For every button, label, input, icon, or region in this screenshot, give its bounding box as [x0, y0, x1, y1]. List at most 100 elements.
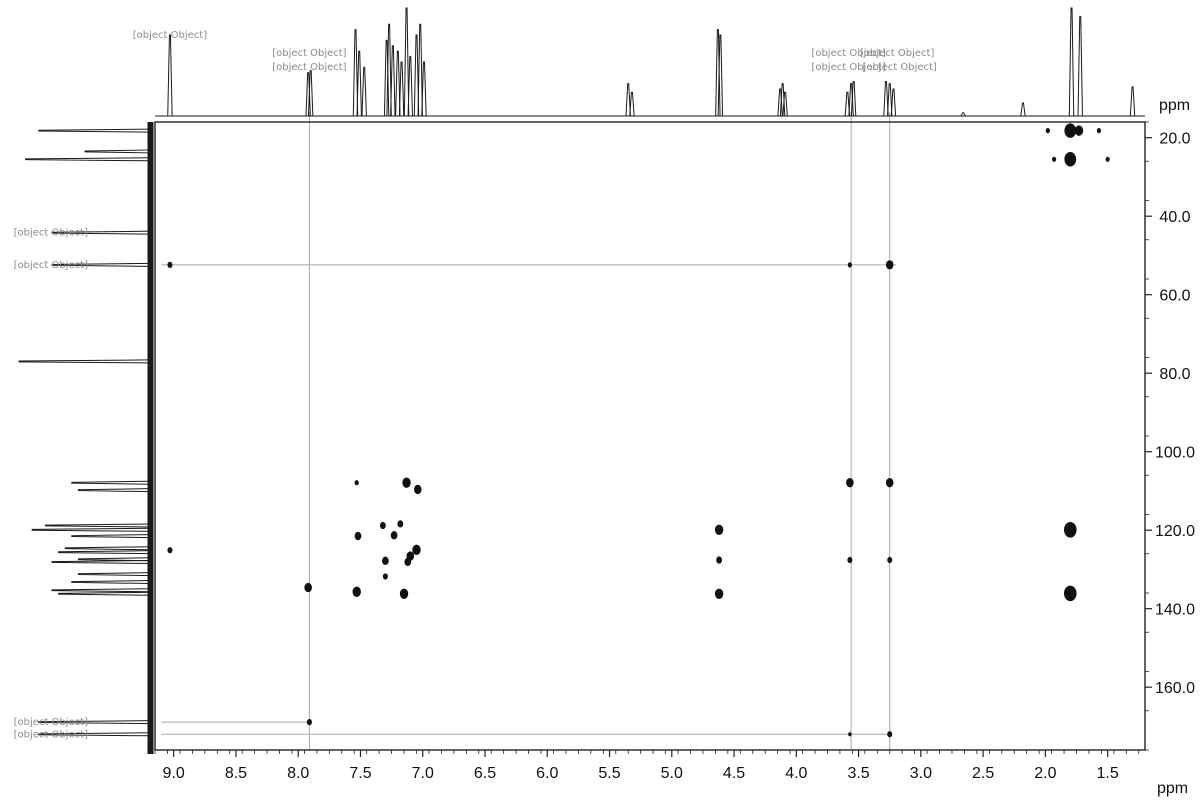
cross-peak	[885, 478, 894, 488]
cross-peaks	[167, 123, 1110, 738]
proton-peak	[421, 61, 427, 117]
cross-peak	[304, 582, 312, 593]
cross-peak	[1096, 128, 1102, 134]
cross-peak	[847, 556, 853, 564]
cross-peak	[1105, 156, 1110, 162]
y-tick-label: 40.0	[1159, 209, 1190, 226]
proton-annotation: [object Object]	[272, 62, 346, 73]
x-tick-label: 7.0	[412, 765, 434, 782]
cross-peak	[1063, 585, 1077, 602]
cross-peak	[390, 531, 398, 540]
x-tick-label: 4.5	[723, 765, 745, 782]
y-tick-label: 20.0	[1159, 131, 1190, 148]
x-tick-label: 6.0	[536, 765, 558, 782]
proton-annotation: [object Object]	[811, 62, 885, 73]
x-tick-label: 5.5	[598, 765, 620, 782]
carbon-peak	[77, 557, 152, 562]
proton-peak	[960, 112, 966, 117]
plot-frame	[154, 121, 1146, 751]
cross-peak	[354, 531, 362, 541]
carbon-peak	[31, 527, 152, 532]
cross-peak	[397, 520, 404, 528]
proton-peak	[390, 45, 396, 117]
cross-peak	[382, 573, 388, 580]
carbon-annotation: [object Object]	[14, 260, 88, 271]
x-tick-label: 2.5	[972, 765, 994, 782]
carbon-peak	[38, 720, 152, 725]
cross-peak	[848, 732, 852, 737]
x-tick-label: 2.0	[1034, 765, 1056, 782]
proton-peak	[361, 66, 367, 117]
carbon-peak	[38, 128, 152, 133]
cross-peak	[354, 480, 359, 486]
cross-peak	[887, 556, 893, 564]
y-tick-label: 100.0	[1155, 445, 1195, 462]
cross-peak	[402, 477, 411, 488]
carbon-peak	[71, 480, 152, 485]
proton-peak	[386, 23, 392, 117]
cross-peak	[887, 731, 893, 738]
carbon-peak	[84, 149, 152, 154]
x-axis-unit: ppm	[1157, 780, 1188, 797]
cross-peak	[352, 586, 361, 598]
proton-peak	[403, 7, 410, 117]
cross-peak	[1064, 152, 1077, 167]
carbon-peak	[58, 591, 152, 596]
proton-peak	[1129, 86, 1136, 117]
y-axis-unit: ppm	[1159, 97, 1190, 114]
proton-peak	[352, 29, 359, 117]
x-tick-label: 3.0	[910, 765, 932, 782]
cross-peak	[847, 262, 852, 268]
proton-peak	[398, 61, 405, 117]
proton-peak	[413, 34, 420, 117]
carbon-peak	[51, 262, 152, 267]
y-tick-label: 140.0	[1155, 602, 1195, 619]
carbon-peak	[38, 732, 152, 737]
cross-peak	[379, 521, 386, 530]
carbon-peak	[51, 559, 152, 564]
cross-peak	[167, 261, 173, 268]
proton-peak	[717, 34, 724, 117]
carbon-peak	[51, 230, 152, 235]
cross-peak	[714, 524, 724, 536]
proton-peak	[395, 50, 401, 117]
proton-peak	[629, 91, 635, 117]
x-tick-label: 5.0	[661, 765, 683, 782]
cross-peak	[306, 719, 312, 726]
carbon-peak	[71, 534, 152, 539]
cross-peak	[1063, 522, 1077, 538]
carbon-peak	[25, 157, 152, 162]
proton-peak	[782, 91, 788, 117]
carbon-annotation: [object Object]	[14, 228, 88, 239]
cross-peak	[413, 484, 422, 495]
cross-peak	[1074, 125, 1084, 136]
y-tick-label: 60.0	[1159, 288, 1190, 305]
cross-peak	[412, 544, 421, 556]
proton-peak	[844, 91, 851, 117]
cross-peak	[714, 588, 724, 599]
x-tick-label: 3.5	[847, 765, 869, 782]
x-tick-label: 9.0	[163, 765, 185, 782]
proton-peak	[887, 83, 893, 117]
x-tick-label: 6.5	[474, 765, 496, 782]
proton-peak	[417, 23, 423, 117]
cross-peak	[1045, 128, 1050, 134]
cross-peak	[1064, 123, 1077, 138]
carbon-peak	[44, 523, 152, 528]
x-tick-label: 8.5	[225, 765, 247, 782]
proton-peak	[307, 70, 314, 117]
cross-peak	[404, 557, 412, 567]
x-tick-label: 4.0	[785, 765, 807, 782]
x-tick-label: 7.5	[349, 765, 371, 782]
x-tick-label: 1.5	[1097, 765, 1119, 782]
proton-peak	[356, 50, 362, 117]
carbon-annotation: [object Object]	[14, 729, 88, 740]
y-tick-label: 120.0	[1155, 523, 1195, 540]
proton-peak	[407, 56, 413, 117]
y-axis: 20.0 40.0 60.0 80.0 100.0 120.0 140.0 160.0	[1145, 121, 1195, 751]
y-tick-label: 160.0	[1155, 680, 1195, 697]
proton-peak	[1077, 16, 1083, 117]
proton-peak	[1020, 102, 1026, 117]
cross-peak	[1051, 156, 1057, 162]
